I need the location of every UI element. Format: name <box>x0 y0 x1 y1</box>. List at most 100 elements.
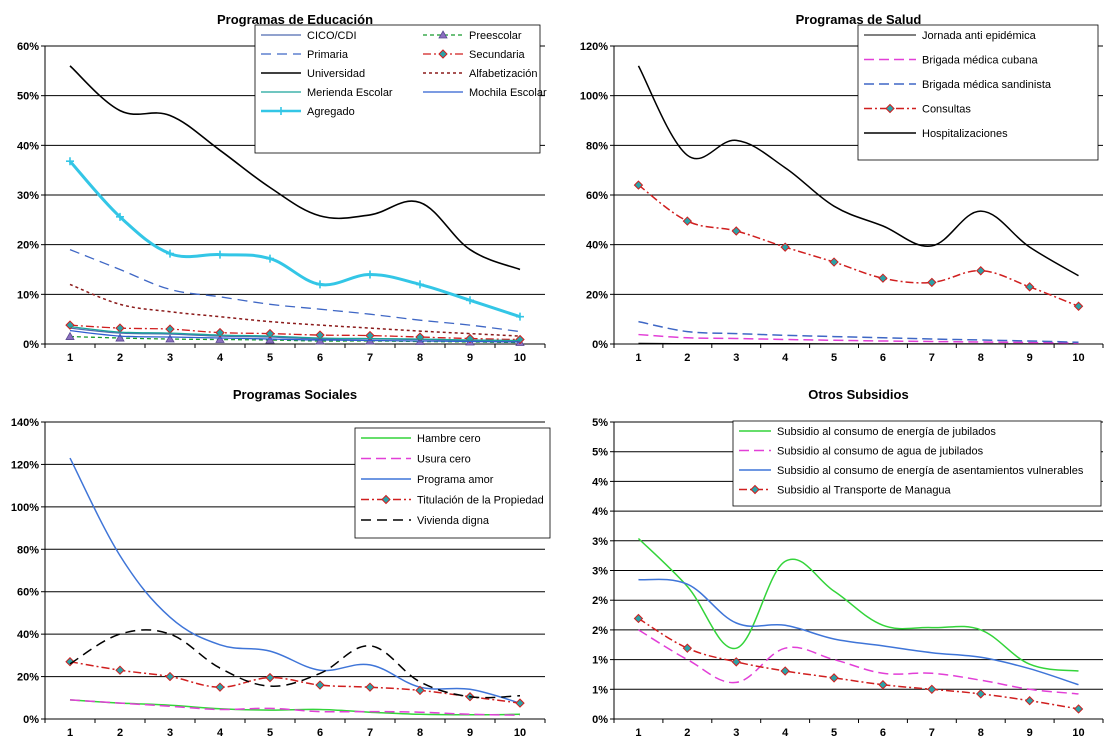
data-point <box>216 250 224 259</box>
legend-label: Brigada médica sandinista <box>922 79 1052 91</box>
series-3 <box>638 320 1079 344</box>
data-point <box>731 226 741 236</box>
legend-box <box>254 24 541 154</box>
x-tick-label: 3 <box>733 727 739 739</box>
data-point <box>1024 696 1035 706</box>
series-3 <box>69 249 521 333</box>
series-line <box>69 283 521 337</box>
series-2 <box>638 333 1079 344</box>
x-tick-label: 2 <box>117 352 123 364</box>
series-5 <box>69 65 521 271</box>
data-point <box>829 673 839 683</box>
data-point <box>315 330 325 340</box>
series-line <box>638 320 1079 344</box>
data-point <box>682 216 693 226</box>
data-point <box>829 257 839 267</box>
legend-box <box>732 420 1102 507</box>
x-tick-label: 6 <box>880 727 886 739</box>
series-line <box>69 660 521 704</box>
legend-label: Consultas <box>922 104 971 116</box>
x-tick-label: 10 <box>514 727 526 739</box>
x-tick-label: 4 <box>217 727 224 739</box>
data-point <box>215 327 225 338</box>
data-point <box>165 324 175 334</box>
data-point <box>65 320 75 330</box>
y-tick-label: 2% <box>592 625 608 637</box>
series-line <box>69 329 521 343</box>
legend: Hambre cero Usura cero Programa amor Titula… <box>354 427 551 539</box>
series-line <box>69 699 521 716</box>
x-tick-label: 10 <box>514 352 526 364</box>
y-tick-label: 120% <box>11 459 39 471</box>
series-4 <box>633 180 1084 311</box>
data-point <box>466 296 474 305</box>
x-tick-label: 7 <box>929 352 935 364</box>
y-tick-label: 80% <box>17 544 39 556</box>
y-tick-label: 5% <box>592 417 608 429</box>
legend-label: Jornada anti epidémica <box>922 30 1037 42</box>
y-tick-label: 1% <box>592 655 608 667</box>
x-tick-label: 4 <box>782 352 789 364</box>
data-point <box>65 331 75 340</box>
data-point <box>165 334 175 343</box>
x-tick-label: 7 <box>367 727 373 739</box>
data-point <box>265 672 275 683</box>
x-tick-label: 8 <box>417 352 423 364</box>
data-point <box>780 242 790 252</box>
legend-label: Brigada médica cubana <box>922 55 1038 67</box>
x-tick-label: 7 <box>929 727 935 739</box>
series-1 <box>69 699 521 716</box>
series-line <box>637 537 1079 672</box>
data-point <box>515 698 525 708</box>
data-point <box>315 680 325 690</box>
data-point <box>165 671 175 682</box>
data-point <box>215 682 225 692</box>
x-tick-label: 3 <box>733 352 739 364</box>
data-point <box>780 666 790 676</box>
y-tick-label: 5% <box>592 447 608 459</box>
legend-label: CICO/CDI <box>307 30 357 42</box>
y-tick-label: 3% <box>592 536 608 548</box>
chart-1: Programas de Educación 0% 10% 20% 30% 40% 50% 6… <box>17 12 547 364</box>
data-point <box>927 684 937 695</box>
x-tick-label: 6 <box>317 727 323 739</box>
series-5 <box>637 65 1079 277</box>
series-2 <box>638 629 1079 695</box>
chart-title: Programas Sociales <box>233 387 357 402</box>
x-tick-label: 9 <box>467 352 473 364</box>
data-point <box>682 643 693 653</box>
legend-label: Vivienda digna <box>417 515 490 527</box>
chart-2: Programas de Salud 0% 20% 40% 60% 80% 100% 120%… <box>580 12 1104 364</box>
series-line <box>69 325 521 342</box>
y-tick-label: 100% <box>11 502 39 514</box>
data-point <box>416 280 424 289</box>
legend: Jornada anti epidémica Brigada médica cub… <box>857 24 1099 161</box>
legend-marker <box>381 494 391 505</box>
x-tick-label: 1 <box>67 352 73 364</box>
data-point <box>266 254 274 263</box>
legend-label: Agregado <box>307 106 355 118</box>
data-point <box>1073 301 1084 311</box>
data-point <box>115 333 125 342</box>
series-line <box>638 617 1079 710</box>
data-point <box>1073 704 1084 714</box>
x-tick-label: 8 <box>978 352 984 364</box>
y-tick-label: 4% <box>592 476 608 488</box>
series-line <box>69 629 521 699</box>
series-1 <box>637 537 1079 672</box>
chart-4: Otros Subsidios 0% 1% 1% 2% 2% 3% 3% 4% 4% 5% 5% 1 2 3… <box>592 387 1104 739</box>
y-tick-label: 1% <box>592 684 608 696</box>
data-point <box>731 657 741 667</box>
x-tick-label: 10 <box>1072 352 1084 364</box>
series-3 <box>638 578 1079 686</box>
x-tick-label: 4 <box>782 727 789 739</box>
legend-label: Subsidio al consumo de energía de jubila… <box>777 426 996 438</box>
x-tick-label: 7 <box>367 352 373 364</box>
y-tick-label: 40% <box>17 629 39 641</box>
legend-label: Subsidio al consumo de energía de asenta… <box>777 465 1084 477</box>
x-tick-label: 1 <box>635 352 641 364</box>
y-tick-label: 60% <box>586 190 608 202</box>
legend-label: Subsidio al consumo de agua de jubilados <box>777 446 984 458</box>
x-tick-label: 2 <box>684 352 690 364</box>
